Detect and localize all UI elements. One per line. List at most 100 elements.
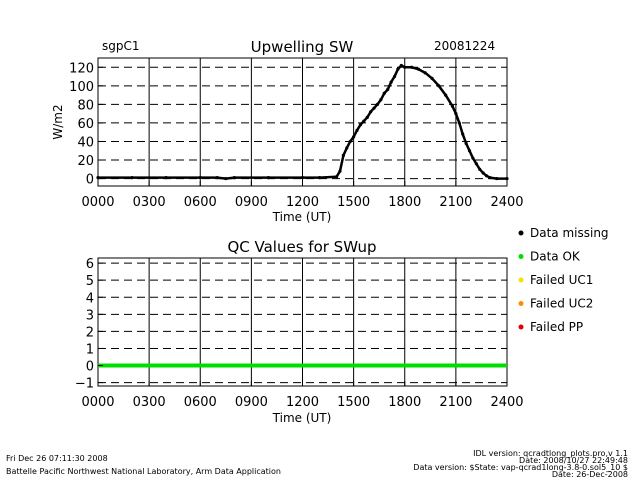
data-point: [409, 65, 414, 69]
x-tick-label: 1200: [286, 195, 319, 210]
data-point: [300, 176, 305, 180]
data-point: [457, 121, 461, 125]
y-tick-label: 2: [86, 325, 94, 340]
data-point: [467, 149, 472, 153]
data-point: [379, 98, 383, 102]
footer-data-date: Date: 26-Dec-2008: [552, 470, 628, 479]
data-point: [484, 174, 489, 178]
data-point: [396, 67, 400, 71]
data-point: [392, 74, 397, 79]
data-point: [423, 71, 427, 75]
data-point: [358, 123, 363, 127]
data-point: [266, 176, 271, 180]
data-point: [317, 176, 322, 180]
x-tick-label: 0000: [81, 195, 114, 210]
x-tick-label: 1800: [388, 395, 421, 410]
data-point: [372, 106, 376, 110]
data-point: [338, 169, 342, 173]
x-axis-label: Time (UT): [272, 210, 332, 224]
y-tick-label: 40: [77, 135, 94, 150]
x-tick-label: 2400: [490, 395, 523, 410]
upwelling-sw-chart: Upwelling SW 0000 0300 0600 0900 1200 1500 180…: [51, 38, 524, 224]
x-tick-label: 1200: [286, 395, 319, 410]
x-tick-label: 2400: [490, 195, 523, 210]
data-point: [369, 110, 373, 114]
x-tick-label: 1500: [337, 395, 370, 410]
y-tick-label: 20: [77, 154, 94, 169]
data-point: [450, 104, 455, 108]
x-tick-label: 0300: [133, 395, 166, 410]
x-tick-label: 0000: [81, 395, 114, 410]
data-point: [403, 65, 407, 69]
data-point: [345, 146, 349, 150]
data-point: [399, 63, 403, 68]
x-tick-label: 0300: [133, 195, 166, 210]
chart-title: QC Values for SWup: [227, 238, 376, 256]
data-point: [461, 132, 465, 136]
data-point: [232, 176, 236, 180]
date-label: 20081224: [434, 39, 495, 53]
legend: Data missing Data OK Failed UC1 Failed UC2 F…: [518, 226, 609, 334]
y-tick-label: 0: [86, 173, 94, 188]
y-tick-label: 1: [86, 342, 94, 357]
data-point: [215, 176, 219, 180]
x-tick-label: 0900: [235, 395, 268, 410]
footer-idl-date: Date: 2008/10/27 22:49:48: [519, 456, 628, 465]
data-point: [348, 139, 352, 144]
chart-title: Upwelling SW: [251, 38, 354, 56]
x-tick-label: 0600: [184, 395, 217, 410]
legend-label: Failed UC1: [530, 273, 593, 287]
y-tick-label: 5: [86, 274, 94, 289]
footer-idl-version: IDL version: qcradtlong_plots.pro,v 1.1: [473, 449, 628, 458]
y-tick-label: 80: [77, 98, 94, 113]
x-tick-label: 2100: [439, 195, 472, 210]
footer-org: Battelle Pacific Northwest National Labo…: [6, 467, 281, 476]
data-point: [444, 93, 448, 97]
data-point: [389, 80, 393, 84]
data-series: [96, 63, 509, 181]
data-point: [464, 141, 468, 145]
site-label: sgpC1: [102, 39, 140, 53]
data-point: [471, 156, 475, 160]
legend-marker: [518, 277, 524, 283]
legend-marker: [518, 301, 524, 306]
x-tick-label: 0900: [235, 195, 268, 210]
data-point: [224, 176, 228, 181]
legend-label: Data missing: [530, 226, 609, 240]
legend-label: Data OK: [530, 250, 581, 264]
legend-marker: [518, 254, 524, 259]
data-point: [352, 135, 356, 139]
x-tick-label: 1800: [388, 195, 421, 210]
legend-label: Failed UC2: [530, 297, 593, 311]
data-point: [365, 115, 369, 119]
y-tick-label: 4: [86, 291, 94, 306]
data-point: [386, 87, 390, 92]
y-axis-label: W/m2: [51, 104, 65, 139]
data-point: [341, 153, 345, 157]
data-point: [416, 67, 420, 71]
data-point: [488, 176, 492, 180]
data-point: [362, 119, 366, 123]
y-tick-label: 3: [86, 308, 94, 323]
y-tick-label: 6: [86, 257, 94, 272]
legend-label: Failed PP: [530, 320, 583, 334]
axis-ticks: 0000 0300 0600 0900 1200 1500 1800 2100 2400 0 20 4…: [69, 61, 523, 210]
x-tick-label: 0600: [184, 195, 217, 210]
data-point: [130, 176, 134, 180]
grid: [98, 58, 507, 186]
data-point: [198, 176, 202, 180]
axis-ticks: 0000 0300 0600 0900 1200 1500 1800 2100 2400 −1 0 1…: [75, 257, 524, 410]
y-tick-label: 60: [77, 117, 94, 132]
y-tick-label: −1: [75, 377, 94, 392]
y-tick-label: 100: [69, 80, 94, 95]
qc-values-chart: QC Values for SWup 0000 0300 0600 0900 1200 1…: [75, 238, 524, 425]
data-point: [375, 102, 380, 106]
legend-marker: [518, 230, 524, 236]
data-point: [474, 162, 478, 166]
legend-marker: [518, 324, 524, 330]
data-point: [478, 167, 482, 171]
y-tick-label: 120: [69, 61, 94, 76]
data-point: [505, 176, 509, 181]
data-point: [382, 91, 386, 95]
